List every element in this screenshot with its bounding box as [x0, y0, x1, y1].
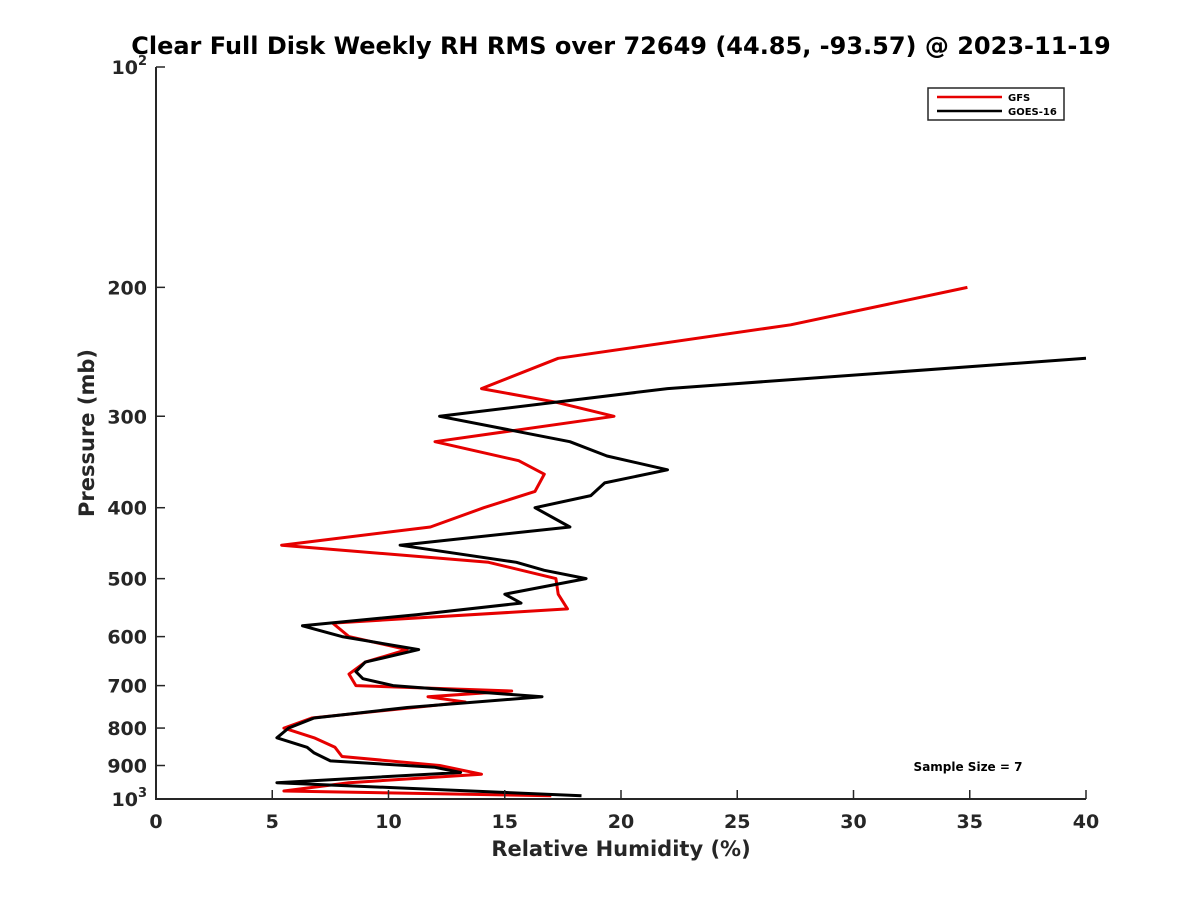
y-tick-label: 103 [112, 786, 148, 811]
y-tick-label: 500 [107, 569, 147, 591]
legend: GFS GOES-16 [927, 87, 1065, 121]
x-tick-label: 10 [375, 811, 401, 833]
y-tick-label: 400 [107, 498, 147, 520]
x-tick-label: 35 [957, 811, 983, 833]
x-tick-label: 20 [608, 811, 634, 833]
legend-box [927, 87, 1065, 121]
y-tick-label: 800 [107, 718, 147, 740]
series-line-goes16 [275, 356, 1087, 798]
x-tick-label: 5 [266, 811, 279, 833]
x-ticks: 0 5 10 15 20 25 30 35 40 [149, 790, 1099, 833]
chart-title: Clear Full Disk Weekly RH RMS over 72649… [131, 32, 1111, 60]
y-tick-label: 600 [107, 627, 147, 649]
y-tick-label: 700 [107, 676, 147, 698]
y-tick-label: 900 [107, 756, 147, 778]
legend-label-goes16: GOES-16 [1008, 107, 1057, 118]
x-tick-label: 30 [840, 811, 866, 833]
x-tick-label: 40 [1073, 811, 1099, 833]
x-tick-label: 15 [492, 811, 518, 833]
y-tick-label: 102 [112, 54, 148, 79]
y-ticks: 102 200 300 400 500 600 700 800 900 103 [107, 54, 165, 811]
y-tick-label: 300 [107, 406, 147, 428]
y-tick-label: 200 [107, 277, 147, 299]
legend-label-gfs: GFS [1008, 93, 1030, 104]
series-line-gfs [280, 285, 968, 798]
plot-area [275, 285, 1087, 798]
x-tick-label: 25 [724, 811, 750, 833]
y-axis-label: Pressure (mb) [75, 349, 99, 517]
x-tick-label: 0 [149, 811, 162, 833]
sample-size-annotation: Sample Size = 7 [914, 760, 1023, 774]
x-axis-label: Relative Humidity (%) [491, 837, 750, 861]
